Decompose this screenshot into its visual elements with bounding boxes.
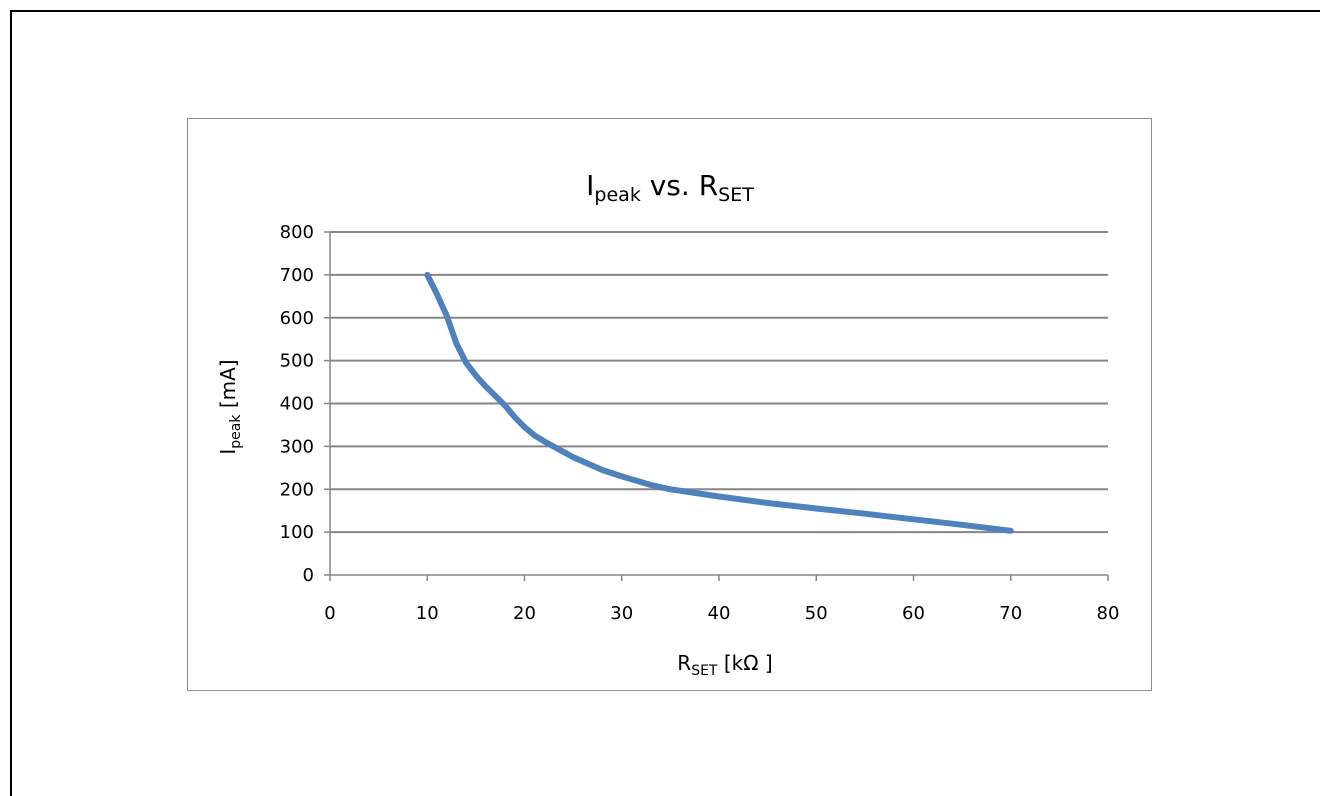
series-line	[424, 271, 1014, 534]
y-tick-label: 400	[280, 394, 314, 415]
x-axis-title: RSET [kΩ ]	[677, 651, 772, 679]
x-tick-label: 80	[1097, 603, 1120, 624]
y-tick-label: 600	[280, 308, 314, 329]
gridlines	[330, 231, 1108, 534]
x-tick-label: 30	[610, 603, 633, 624]
y-tick-label: 0	[303, 565, 314, 586]
x-tick-label: 10	[416, 603, 439, 624]
x-tick-labels: 0 10 20 30 40 50 60 70 80	[324, 603, 1119, 624]
y-tick-label: 700	[280, 265, 314, 286]
y-tick-labels: 0 100 200 300 400 500 600 700 800	[280, 222, 314, 586]
y-axis-title: Ipeak [mA]	[216, 359, 244, 454]
page-frame	[10, 10, 1320, 796]
chart-svg: Ipeak vs. RSET 0100200300400500600700800…	[216, 169, 1119, 679]
y-tick-label: 200	[280, 479, 314, 500]
x-tick-label: 20	[513, 603, 536, 624]
y-tick-label: 300	[280, 436, 314, 457]
x-tick-label: 0	[324, 603, 335, 624]
x-tick-label: 60	[902, 603, 925, 624]
axes	[324, 231, 1109, 581]
y-tick-label: 100	[280, 522, 314, 543]
x-tick-label: 40	[708, 603, 731, 624]
x-tick-label: 50	[805, 603, 828, 624]
chart-title: Ipeak vs. RSET	[586, 169, 754, 206]
y-tick-label: 500	[280, 351, 314, 372]
x-tick-label: 70	[999, 603, 1022, 624]
y-tick-label: 800	[280, 222, 314, 243]
chart-area: Ipeak vs. RSET 0 100 200 300 400 500 600 700 800…	[187, 118, 1152, 691]
